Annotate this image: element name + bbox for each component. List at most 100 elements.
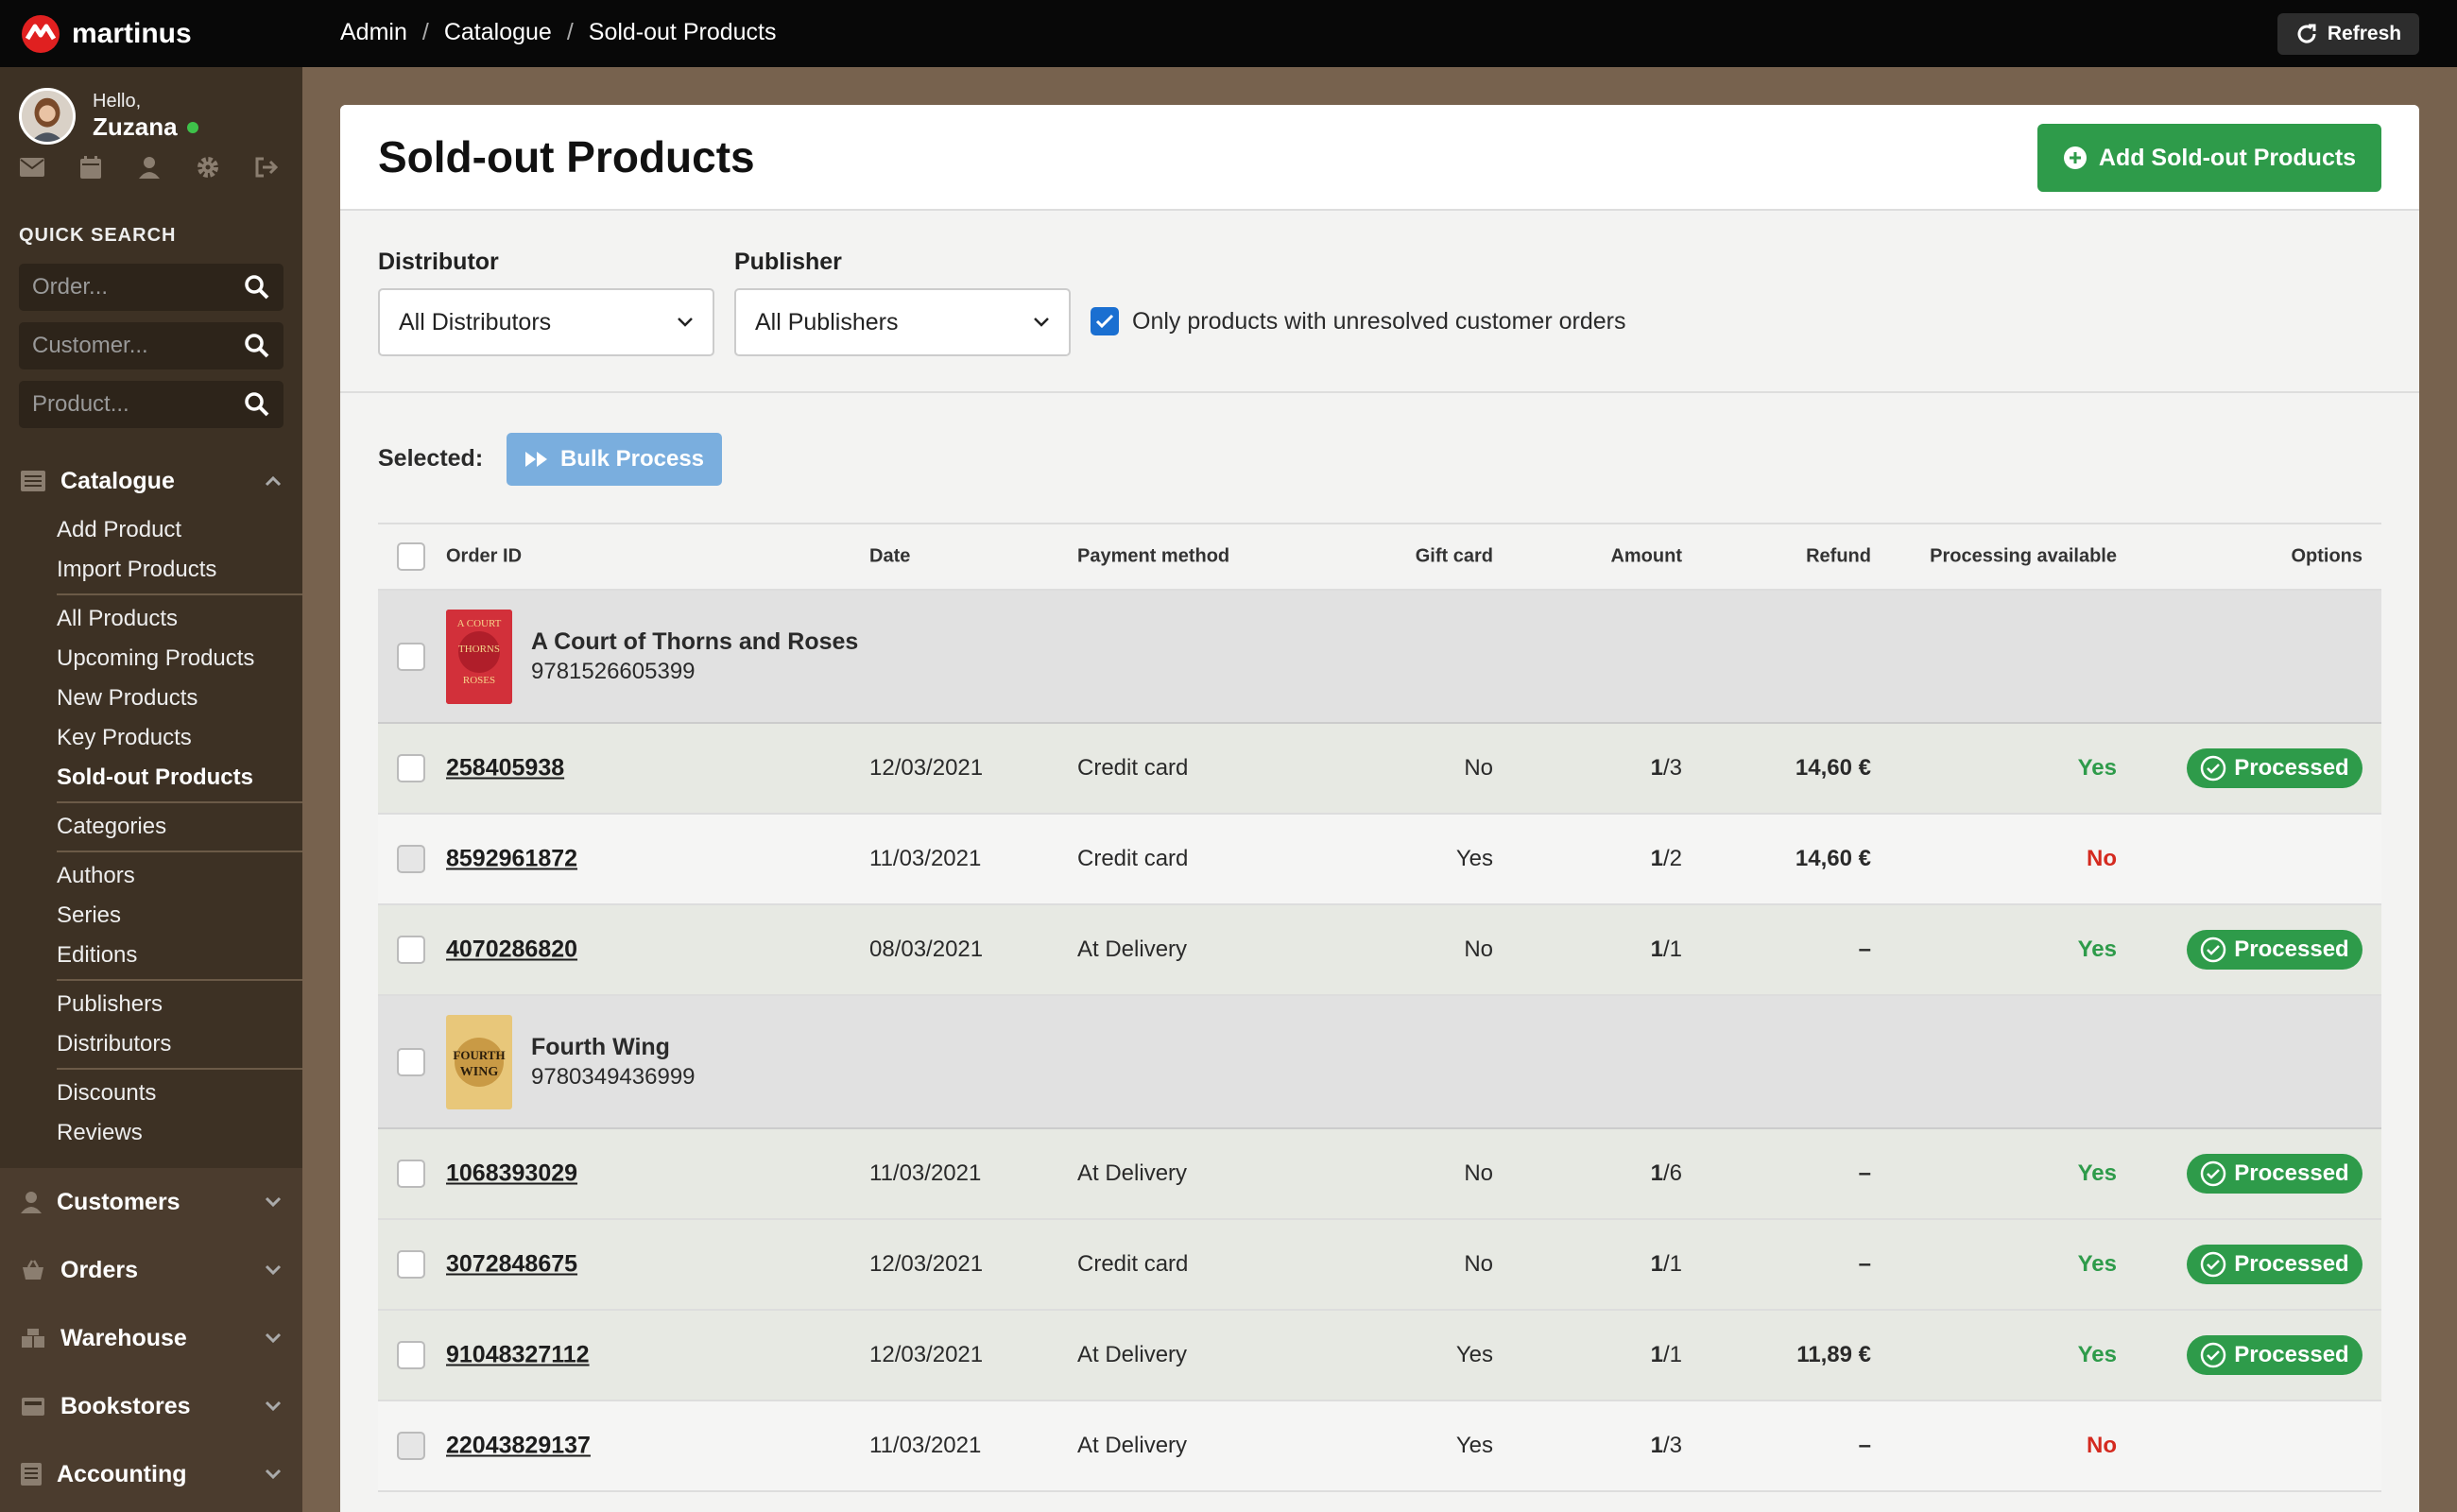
row-checkbox[interactable] — [397, 1160, 425, 1188]
search-icon[interactable] — [244, 274, 270, 301]
chevron-up-icon[interactable] — [265, 475, 282, 487]
table-row: 258405938 12/03/2021 Credit card No 1/3 … — [378, 724, 2381, 815]
order-id-link[interactable]: 3072848675 — [446, 1250, 578, 1278]
row-checkbox[interactable] — [397, 1341, 425, 1369]
avatar-image-icon — [22, 91, 73, 142]
breadcrumb-admin[interactable]: Admin — [340, 19, 407, 45]
nav-customers[interactable]: Customers — [0, 1174, 302, 1230]
nav-item-sold-out-products[interactable]: Sold-out Products — [57, 765, 253, 790]
header-options: Options — [2291, 545, 2362, 567]
user-icon[interactable] — [136, 154, 163, 180]
processed-badge[interactable]: Processed — [2187, 930, 2362, 970]
row-checkbox[interactable] — [397, 936, 425, 964]
table-row: 91048327112 12/03/2021 At Delivery Yes 1… — [378, 1311, 2381, 1401]
nav-catalogue[interactable]: Catalogue — [0, 453, 302, 509]
basket-icon — [23, 1260, 43, 1280]
nav-item-categories[interactable]: Categories — [57, 814, 167, 839]
order-search-input[interactable]: Order... — [19, 264, 284, 311]
nav-item-new-products[interactable]: New Products — [57, 685, 198, 711]
processed-badge[interactable]: Processed — [2187, 1335, 2362, 1375]
order-id-link[interactable]: 22043829137 — [446, 1432, 591, 1459]
chevron-down-icon[interactable] — [265, 1400, 282, 1412]
mail-icon[interactable] — [19, 154, 45, 180]
product-title: Fourth Wing — [531, 1034, 670, 1060]
sidebar: Hello, Zuzana QUICK SEARCH Order... Cust… — [0, 67, 302, 1512]
breadcrumb-catalogue[interactable]: Catalogue — [443, 19, 552, 45]
avatar[interactable] — [19, 88, 76, 145]
ledger-icon — [21, 1463, 42, 1486]
publisher-select[interactable]: All Publishers — [734, 288, 1071, 356]
product-checkbox[interactable] — [397, 642, 425, 671]
nav-item-publishers[interactable]: Publishers — [57, 991, 163, 1017]
processed-badge[interactable]: Processed — [2187, 1245, 2362, 1284]
distributor-select[interactable]: All Distributors — [378, 288, 714, 356]
chevron-down-icon[interactable] — [265, 1332, 282, 1344]
chevron-down-icon[interactable] — [265, 1196, 282, 1208]
unresolved-orders-checkbox[interactable] — [1091, 307, 1119, 335]
refund: – — [1858, 1160, 1871, 1186]
payment-method: At Delivery — [1077, 1160, 1188, 1186]
nav-item-discounts[interactable]: Discounts — [57, 1080, 157, 1106]
nav-item-add-product[interactable]: Add Product — [57, 517, 182, 542]
nav-bookstores[interactable]: Bookstores — [0, 1378, 302, 1435]
nav-accounting[interactable]: Accounting — [0, 1446, 302, 1503]
gift-card: No — [1464, 1160, 1493, 1186]
processed-badge[interactable]: Processed — [2187, 748, 2362, 788]
nav-bookstores-label: Bookstores — [60, 1392, 191, 1419]
refresh-icon — [2297, 24, 2316, 43]
nav-item-all-products[interactable]: All Products — [57, 606, 179, 631]
book-cover-image[interactable]: FOURTH WING — [446, 1015, 512, 1109]
nav-warehouse[interactable]: Warehouse — [0, 1310, 302, 1366]
order-id-link[interactable]: 1068393029 — [446, 1160, 578, 1187]
processed-label: Processed — [2234, 1251, 2349, 1277]
refresh-button[interactable]: Refresh — [2277, 13, 2419, 55]
gift-card: No — [1464, 755, 1493, 781]
product-search-input[interactable]: Product... — [19, 381, 284, 428]
nav-item-distributors[interactable]: Distributors — [57, 1031, 172, 1057]
nav-item-editions[interactable]: Editions — [57, 942, 138, 968]
processed-badge[interactable]: Processed — [2187, 1154, 2362, 1194]
processed-label: Processed — [2234, 755, 2349, 781]
refresh-label: Refresh — [2327, 23, 2402, 44]
bulk-process-button[interactable]: Bulk Process — [507, 433, 722, 486]
order-id-link[interactable]: 4070286820 — [446, 936, 578, 963]
chevron-down-icon[interactable] — [265, 1469, 282, 1480]
processing-available: Yes — [2077, 936, 2117, 962]
unresolved-orders-filter[interactable]: Only products with unresolved customer o… — [1091, 307, 1625, 335]
order-id-link[interactable]: 91048327112 — [446, 1341, 590, 1368]
chevron-down-icon — [1034, 318, 1049, 327]
check-circle-icon — [2201, 936, 2226, 963]
gear-icon[interactable] — [195, 154, 221, 180]
brand-logo[interactable]: martinus — [19, 14, 192, 54]
search-icon[interactable] — [244, 391, 270, 418]
row-checkbox[interactable] — [397, 1250, 425, 1279]
nav-item-authors[interactable]: Authors — [57, 863, 135, 888]
select-all-checkbox[interactable] — [397, 542, 425, 571]
svg-text:THORNS: THORNS — [458, 644, 500, 655]
chevron-down-icon[interactable] — [265, 1264, 282, 1276]
row-checkbox[interactable] — [397, 754, 425, 782]
nav-item-key-products[interactable]: Key Products — [57, 725, 192, 750]
order-id-link[interactable]: 258405938 — [446, 754, 565, 782]
refund: – — [1858, 1433, 1871, 1458]
nav-item-reviews[interactable]: Reviews — [57, 1120, 143, 1145]
product-checkbox[interactable] — [397, 1047, 425, 1076]
search-icon[interactable] — [244, 333, 270, 359]
customer-search-input[interactable]: Customer... — [19, 322, 284, 369]
nav-orders[interactable]: Orders — [0, 1242, 302, 1298]
calendar-icon[interactable] — [77, 154, 104, 180]
refund: 11,89 € — [1796, 1342, 1871, 1367]
nav-item-series[interactable]: Series — [57, 902, 122, 928]
add-sold-out-products-button[interactable]: Add Sold-out Products — [2037, 124, 2381, 192]
amount-total: /2 — [1662, 846, 1682, 871]
processing-available: No — [2087, 1433, 2117, 1458]
nav-item-import-products[interactable]: Import Products — [57, 557, 217, 582]
order-id-link[interactable]: 8592961872 — [446, 845, 578, 872]
logout-icon[interactable] — [253, 154, 280, 180]
brand-name: martinus — [72, 18, 192, 49]
breadcrumb-separator: / — [421, 19, 429, 45]
book-cover-image[interactable]: A COURT THORNS ROSES — [446, 610, 512, 704]
nav-item-upcoming-products[interactable]: Upcoming Products — [57, 645, 255, 671]
main-content: Sold-out Products Add Sold-out Products … — [340, 105, 2419, 1512]
check-circle-icon — [2201, 1160, 2226, 1187]
